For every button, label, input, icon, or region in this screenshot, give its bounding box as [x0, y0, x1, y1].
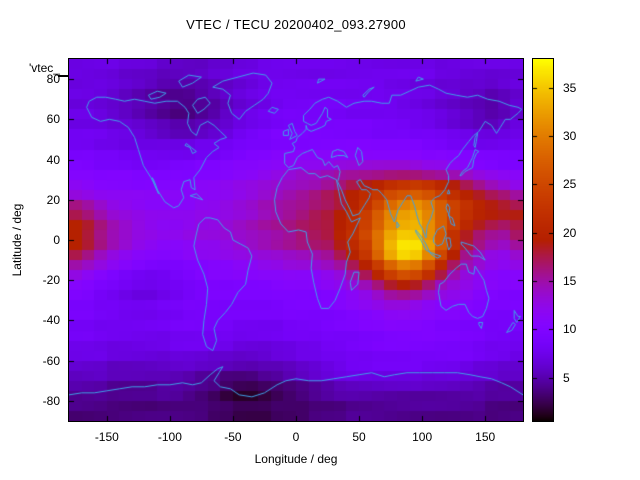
y-tick-label: -60: [42, 353, 60, 368]
colorbar-tick-label: 10: [563, 322, 577, 337]
x-axis-label: Longitude / deg: [254, 452, 338, 466]
colorbar-tick-label: 20: [563, 225, 577, 240]
colorbar-tick-label: 15: [563, 274, 577, 289]
x-tick-label: -100: [157, 430, 182, 444]
heatmap-canvas: [68, 58, 524, 422]
x-tick-label: 0: [292, 430, 300, 444]
colorbar-canvas: [532, 58, 554, 422]
y-tick-label: -80: [42, 393, 60, 408]
colorbar-tick-label: 5: [563, 370, 570, 385]
y-tick-label: -20: [42, 273, 60, 288]
y-tick-label: 0: [53, 233, 60, 247]
y-tick-label: 80: [46, 72, 60, 87]
plot-title: VTEC / TECU 20200402_093.27900: [186, 17, 406, 32]
x-tick-label: 50: [352, 430, 366, 444]
y-tick-label: 20: [46, 192, 60, 207]
x-tick-label: -150: [94, 430, 119, 444]
y-tick-label: 60: [46, 112, 60, 127]
series-key-sample-line: [58, 75, 69, 77]
y-tick-label: 40: [46, 152, 60, 167]
colorbar-tick-label: 25: [563, 177, 577, 192]
y-tick-label: -40: [42, 313, 60, 328]
x-tick-label: -50: [224, 430, 242, 444]
series-key-label: 'vtec_: [29, 61, 60, 75]
y-axis-label: Latitude / deg: [10, 203, 24, 277]
colorbar-tick-label: 35: [563, 80, 577, 95]
x-tick-label: 150: [475, 430, 496, 444]
x-tick-label: 100: [412, 430, 433, 444]
colorbar-tick-label: 30: [563, 129, 577, 144]
